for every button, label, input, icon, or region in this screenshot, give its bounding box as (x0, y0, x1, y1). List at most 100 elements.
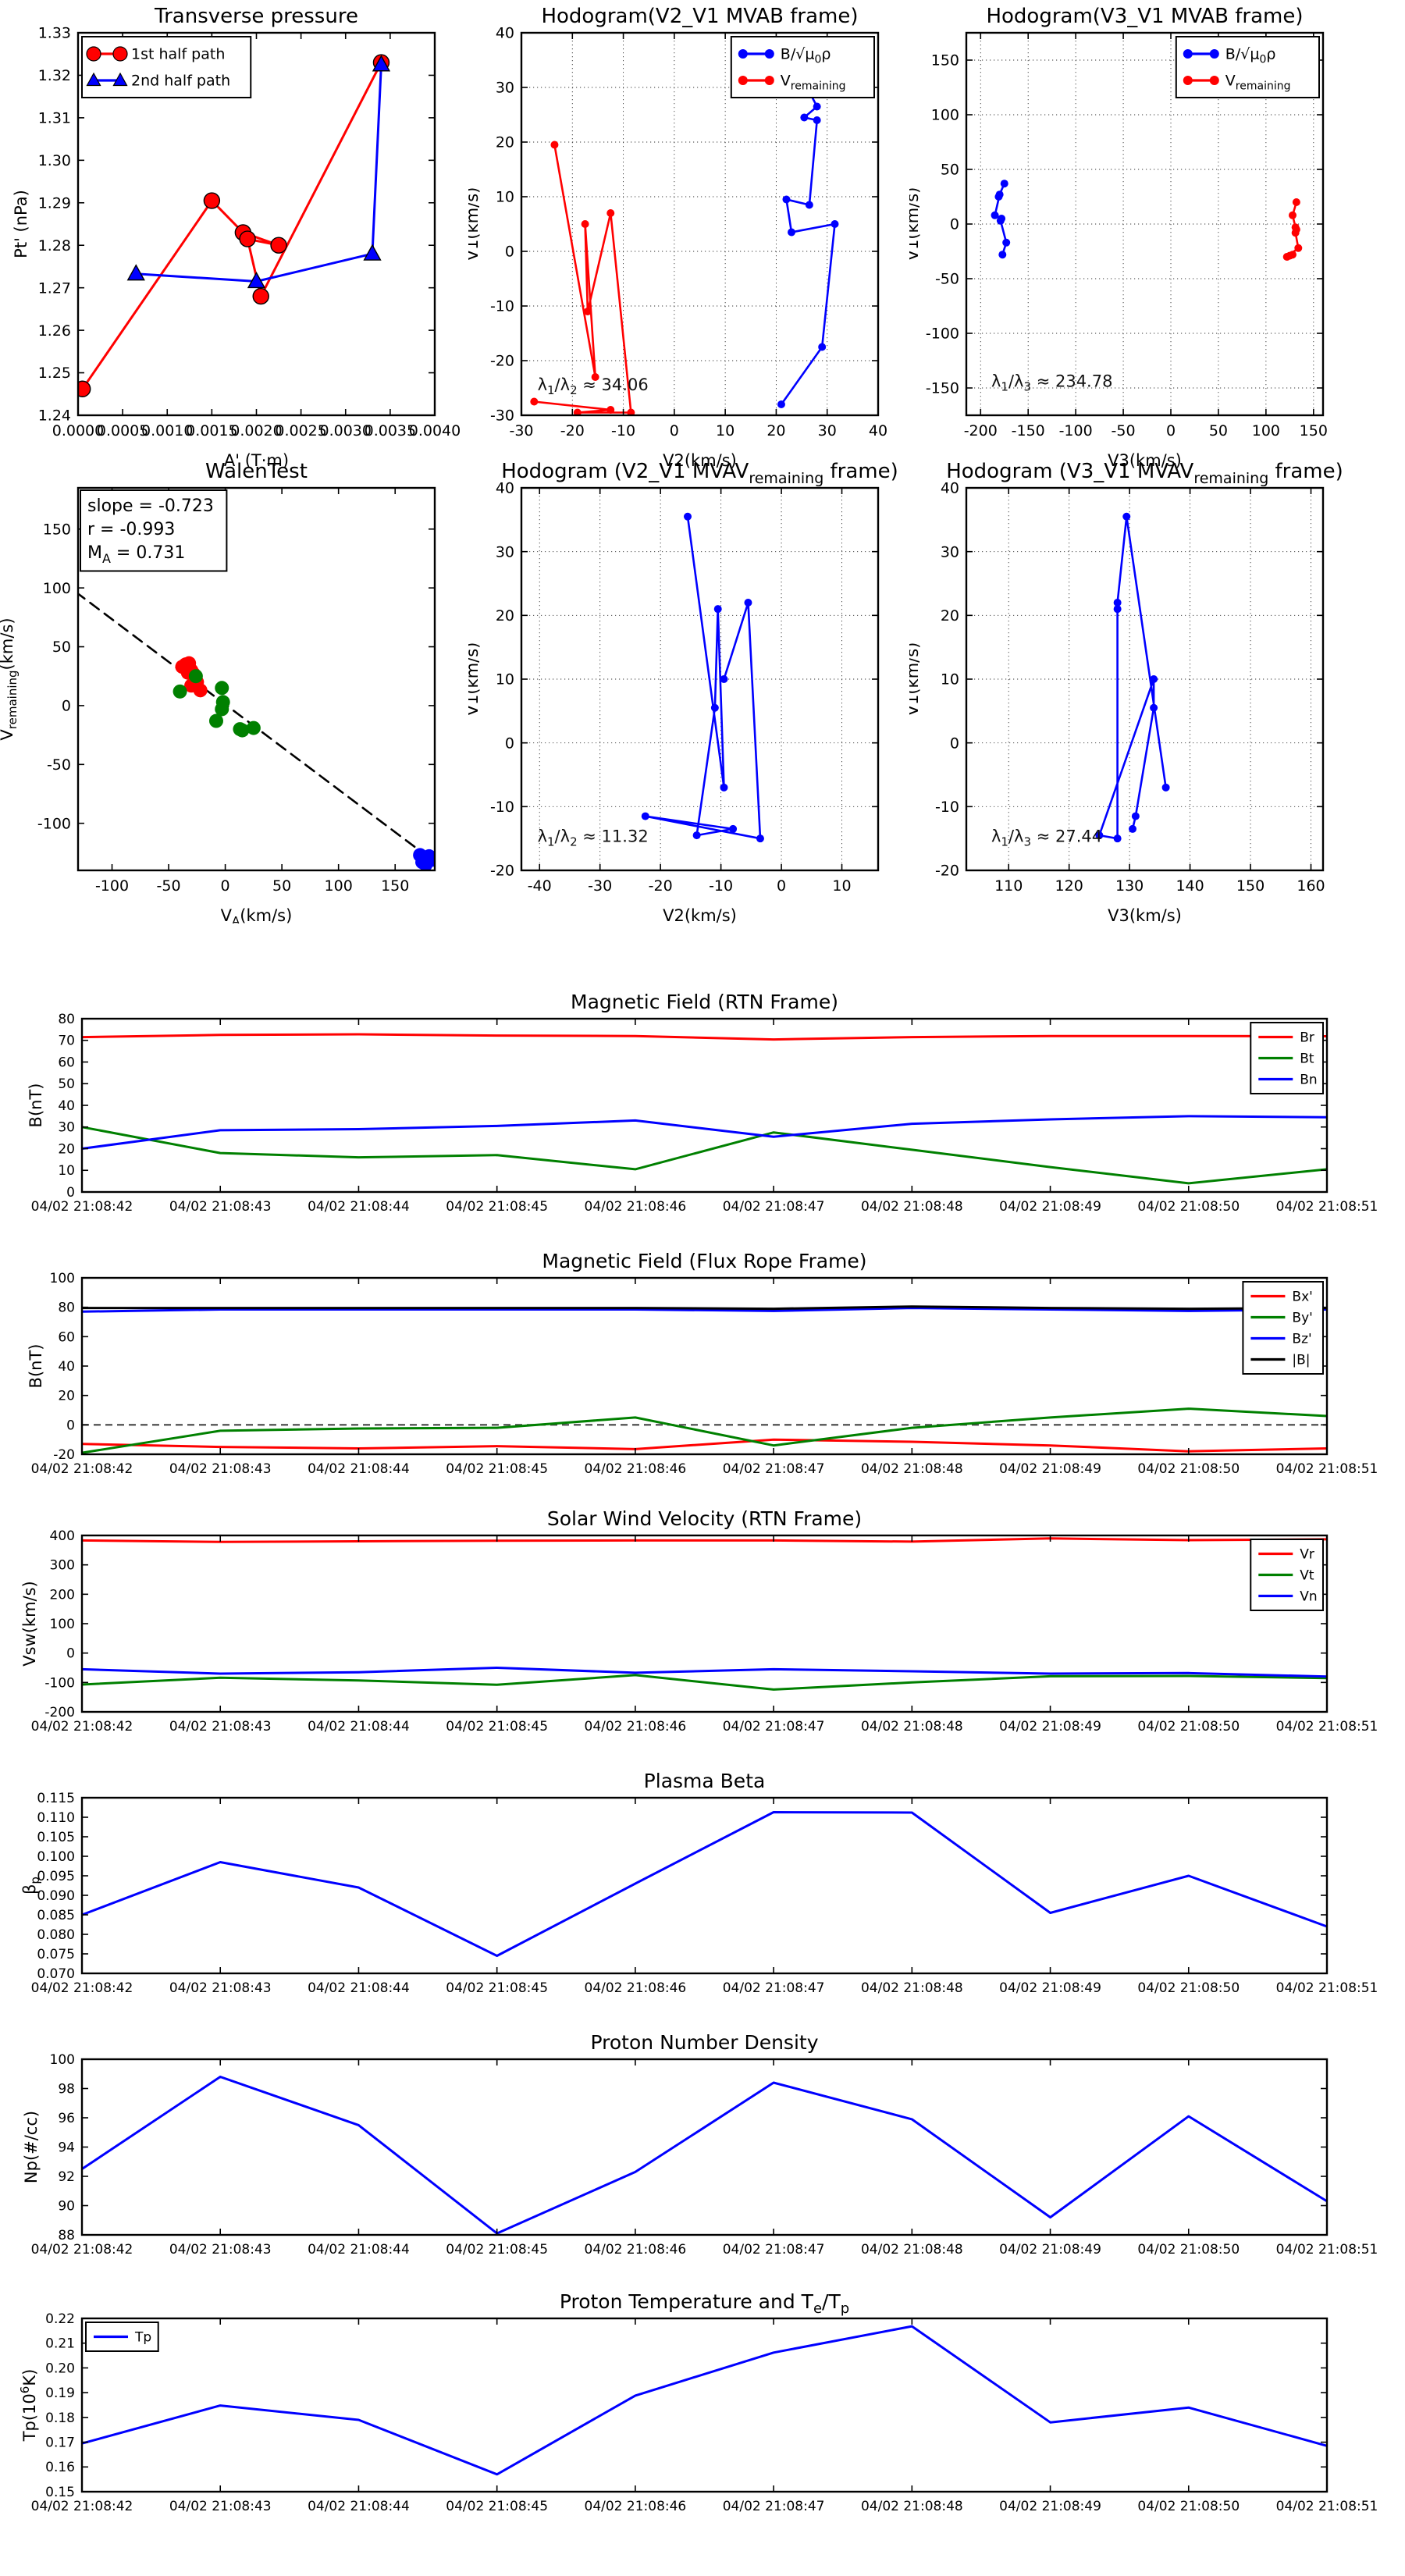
svg-text:VA(km/s): VA(km/s) (221, 906, 293, 923)
svg-text:-10: -10 (935, 799, 959, 816)
chart-hodogram-v2v1-mvab: -30 -20 -10 0 10 20 30 40 -30 -20 -10 0 10 20 30 40 Hodo… (468, 0, 909, 468)
svg-text:0.0040: 0.0040 (409, 422, 461, 439)
svg-text:100: 100 (325, 877, 353, 895)
svg-text:B(nT): B(nT) (27, 1083, 45, 1128)
svg-text:04/02 21:08:44: 04/02 21:08:44 (308, 1980, 410, 1996)
svg-text:-100: -100 (44, 1675, 75, 1691)
svg-text:0.17: 0.17 (45, 2435, 75, 2451)
svg-text:100: 100 (50, 1617, 75, 1632)
svg-text:r = -0.993: r = -0.993 (87, 520, 175, 539)
svg-text:04/02 21:08:46: 04/02 21:08:46 (585, 1719, 687, 1735)
svg-text:1.28: 1.28 (38, 237, 71, 254)
svg-text:300: 300 (50, 1558, 75, 1574)
svg-text:V1(km/s): V1(km/s) (468, 187, 482, 262)
svg-text:B/√μ0ρ: B/√μ0ρ (1225, 46, 1276, 66)
svg-text:Bt: Bt (1300, 1051, 1314, 1066)
svg-text:Vr: Vr (1300, 1546, 1314, 1562)
svg-text:B/√μ0ρ: B/√μ0ρ (781, 46, 831, 66)
svg-text:100: 100 (50, 2052, 75, 2068)
chart-title-proton-temperature: Proton Temperature and Te/Tp (560, 2290, 849, 2317)
svg-text:0.0000: 0.0000 (52, 422, 104, 439)
svg-text:04/02 21:08:46: 04/02 21:08:46 (585, 2242, 687, 2258)
svg-text:-150: -150 (926, 380, 959, 397)
svg-text:04/02 21:08:42: 04/02 21:08:42 (31, 1199, 133, 1215)
svg-text:-100: -100 (95, 877, 129, 895)
svg-text:50: 50 (272, 877, 291, 895)
svg-text:0: 0 (950, 216, 959, 233)
svg-text:1.31: 1.31 (38, 110, 71, 127)
svg-text:λ1/λ3 ≈ 27.44: λ1/λ3 ≈ 27.44 (991, 827, 1102, 849)
svg-text:-20: -20 (560, 422, 585, 439)
svg-text:04/02 21:08:51: 04/02 21:08:51 (1276, 1980, 1378, 1996)
svg-text:20: 20 (496, 134, 514, 151)
svg-text:60: 60 (58, 1055, 75, 1070)
svg-text:Tp(106K): Tp(106K) (18, 2369, 39, 2443)
chart-title-hodogram-v2v1-mvab: Hodogram(V2_V1 MVAB frame) (541, 5, 858, 28)
svg-text:Vn: Vn (1300, 1589, 1317, 1604)
svg-text:400: 400 (50, 1528, 75, 1544)
svg-text:0.22: 0.22 (45, 2311, 75, 2327)
svg-text:04/02 21:08:45: 04/02 21:08:45 (446, 2499, 548, 2514)
chart-svg-magnetic-field-flux-rope: 04/02 21:08:42 04/02 21:08:43 04/02 21:08:… (27, 1250, 1378, 1477)
svg-text:94: 94 (58, 2140, 75, 2155)
chart-magnetic-field-flux-rope: 04/02 21:08:42 04/02 21:08:43 04/02 21:08:… (0, 1237, 1405, 1495)
svg-text:04/02 21:08:49: 04/02 21:08:49 (999, 2499, 1101, 2514)
svg-text:0: 0 (777, 877, 786, 895)
svg-text:04/02 21:08:50: 04/02 21:08:50 (1137, 1461, 1240, 1477)
svg-text:2nd half path: 2nd half path (131, 73, 230, 90)
svg-text:1.29: 1.29 (38, 194, 71, 212)
svg-text:04/02 21:08:50: 04/02 21:08:50 (1137, 1719, 1240, 1735)
svg-text:0: 0 (62, 698, 71, 715)
svg-text:20: 20 (496, 607, 514, 624)
svg-text:-20: -20 (935, 863, 959, 880)
svg-text:150: 150 (1236, 877, 1264, 895)
chart-svg-hodogram-v2v1-mvab: -30 -20 -10 0 10 20 30 40 -30 -20 -10 0 10 20 30 40 Hodo… (468, 5, 887, 468)
svg-text:04/02 21:08:46: 04/02 21:08:46 (585, 1199, 687, 1215)
svg-text:-50: -50 (935, 271, 959, 288)
svg-text:βp: βp (20, 1877, 42, 1895)
svg-text:150: 150 (381, 877, 409, 895)
svg-text:04/02 21:08:51: 04/02 21:08:51 (1276, 1719, 1378, 1735)
svg-text:110: 110 (994, 877, 1023, 895)
svg-text:30: 30 (496, 543, 514, 560)
svg-text:04/02 21:08:45: 04/02 21:08:45 (446, 1461, 548, 1477)
chart-title-transverse-pressure: Transverse pressure (154, 5, 358, 28)
svg-text:0.095: 0.095 (37, 1869, 75, 1884)
svg-text:Pt' (nPa): Pt' (nPa) (12, 190, 30, 258)
svg-text:04/02 21:08:51: 04/02 21:08:51 (1276, 2242, 1378, 2258)
chart-svg-magnetic-field-rtn: 04/02 21:08:42 04/02 21:08:43 04/02 21:08:… (27, 991, 1378, 1215)
chart-svg-proton-number-density: 04/02 21:08:42 04/02 21:08:43 04/02 21:08:… (22, 2031, 1378, 2258)
svg-text:Vt: Vt (1300, 1567, 1314, 1583)
svg-text:0.100: 0.100 (37, 1849, 75, 1865)
chart-title-hodogram-v2v1-mvav: Hodogram (V2_V1 MVAVremaining frame) (501, 460, 898, 487)
svg-text:Vsw(km/s): Vsw(km/s) (20, 1581, 39, 1667)
svg-text:150: 150 (931, 52, 959, 69)
svg-text:Bn: Bn (1300, 1072, 1317, 1087)
svg-text:0.0015: 0.0015 (186, 422, 237, 439)
svg-text:04/02 21:08:47: 04/02 21:08:47 (723, 1719, 825, 1735)
svg-text:40: 40 (941, 480, 959, 497)
svg-text:-200: -200 (964, 422, 998, 439)
svg-text:04/02 21:08:49: 04/02 21:08:49 (999, 2242, 1101, 2258)
svg-text:150: 150 (43, 521, 71, 538)
svg-text:-40: -40 (528, 877, 552, 895)
svg-text:30: 30 (496, 80, 514, 97)
svg-text:|B|: |B| (1292, 1352, 1310, 1368)
svg-text:0: 0 (505, 735, 514, 752)
svg-text:0.0005: 0.0005 (97, 422, 148, 439)
svg-text:Tp: Tp (134, 2329, 151, 2345)
chart-title-magnetic-field-flux-rope: Magnetic Field (Flux Rope Frame) (542, 1250, 866, 1272)
svg-text:30: 30 (58, 1120, 75, 1136)
svg-text:30: 30 (941, 543, 959, 560)
svg-text:-20: -20 (53, 1447, 75, 1463)
chart-svg-walen-test: -100 -50 0 50 100 150 -100 -50 0 50 100 150 WalenTes… (0, 460, 436, 923)
svg-text:λ1/λ3 ≈ 234.78: λ1/λ3 ≈ 234.78 (991, 372, 1112, 393)
svg-text:20: 20 (58, 1389, 75, 1404)
svg-text:04/02 21:08:42: 04/02 21:08:42 (31, 1719, 133, 1735)
svg-text:0.0030: 0.0030 (320, 422, 372, 439)
svg-text:80: 80 (58, 1300, 75, 1316)
svg-text:-150: -150 (1012, 422, 1045, 439)
svg-text:0: 0 (670, 422, 679, 439)
svg-text:04/02 21:08:50: 04/02 21:08:50 (1137, 2242, 1240, 2258)
